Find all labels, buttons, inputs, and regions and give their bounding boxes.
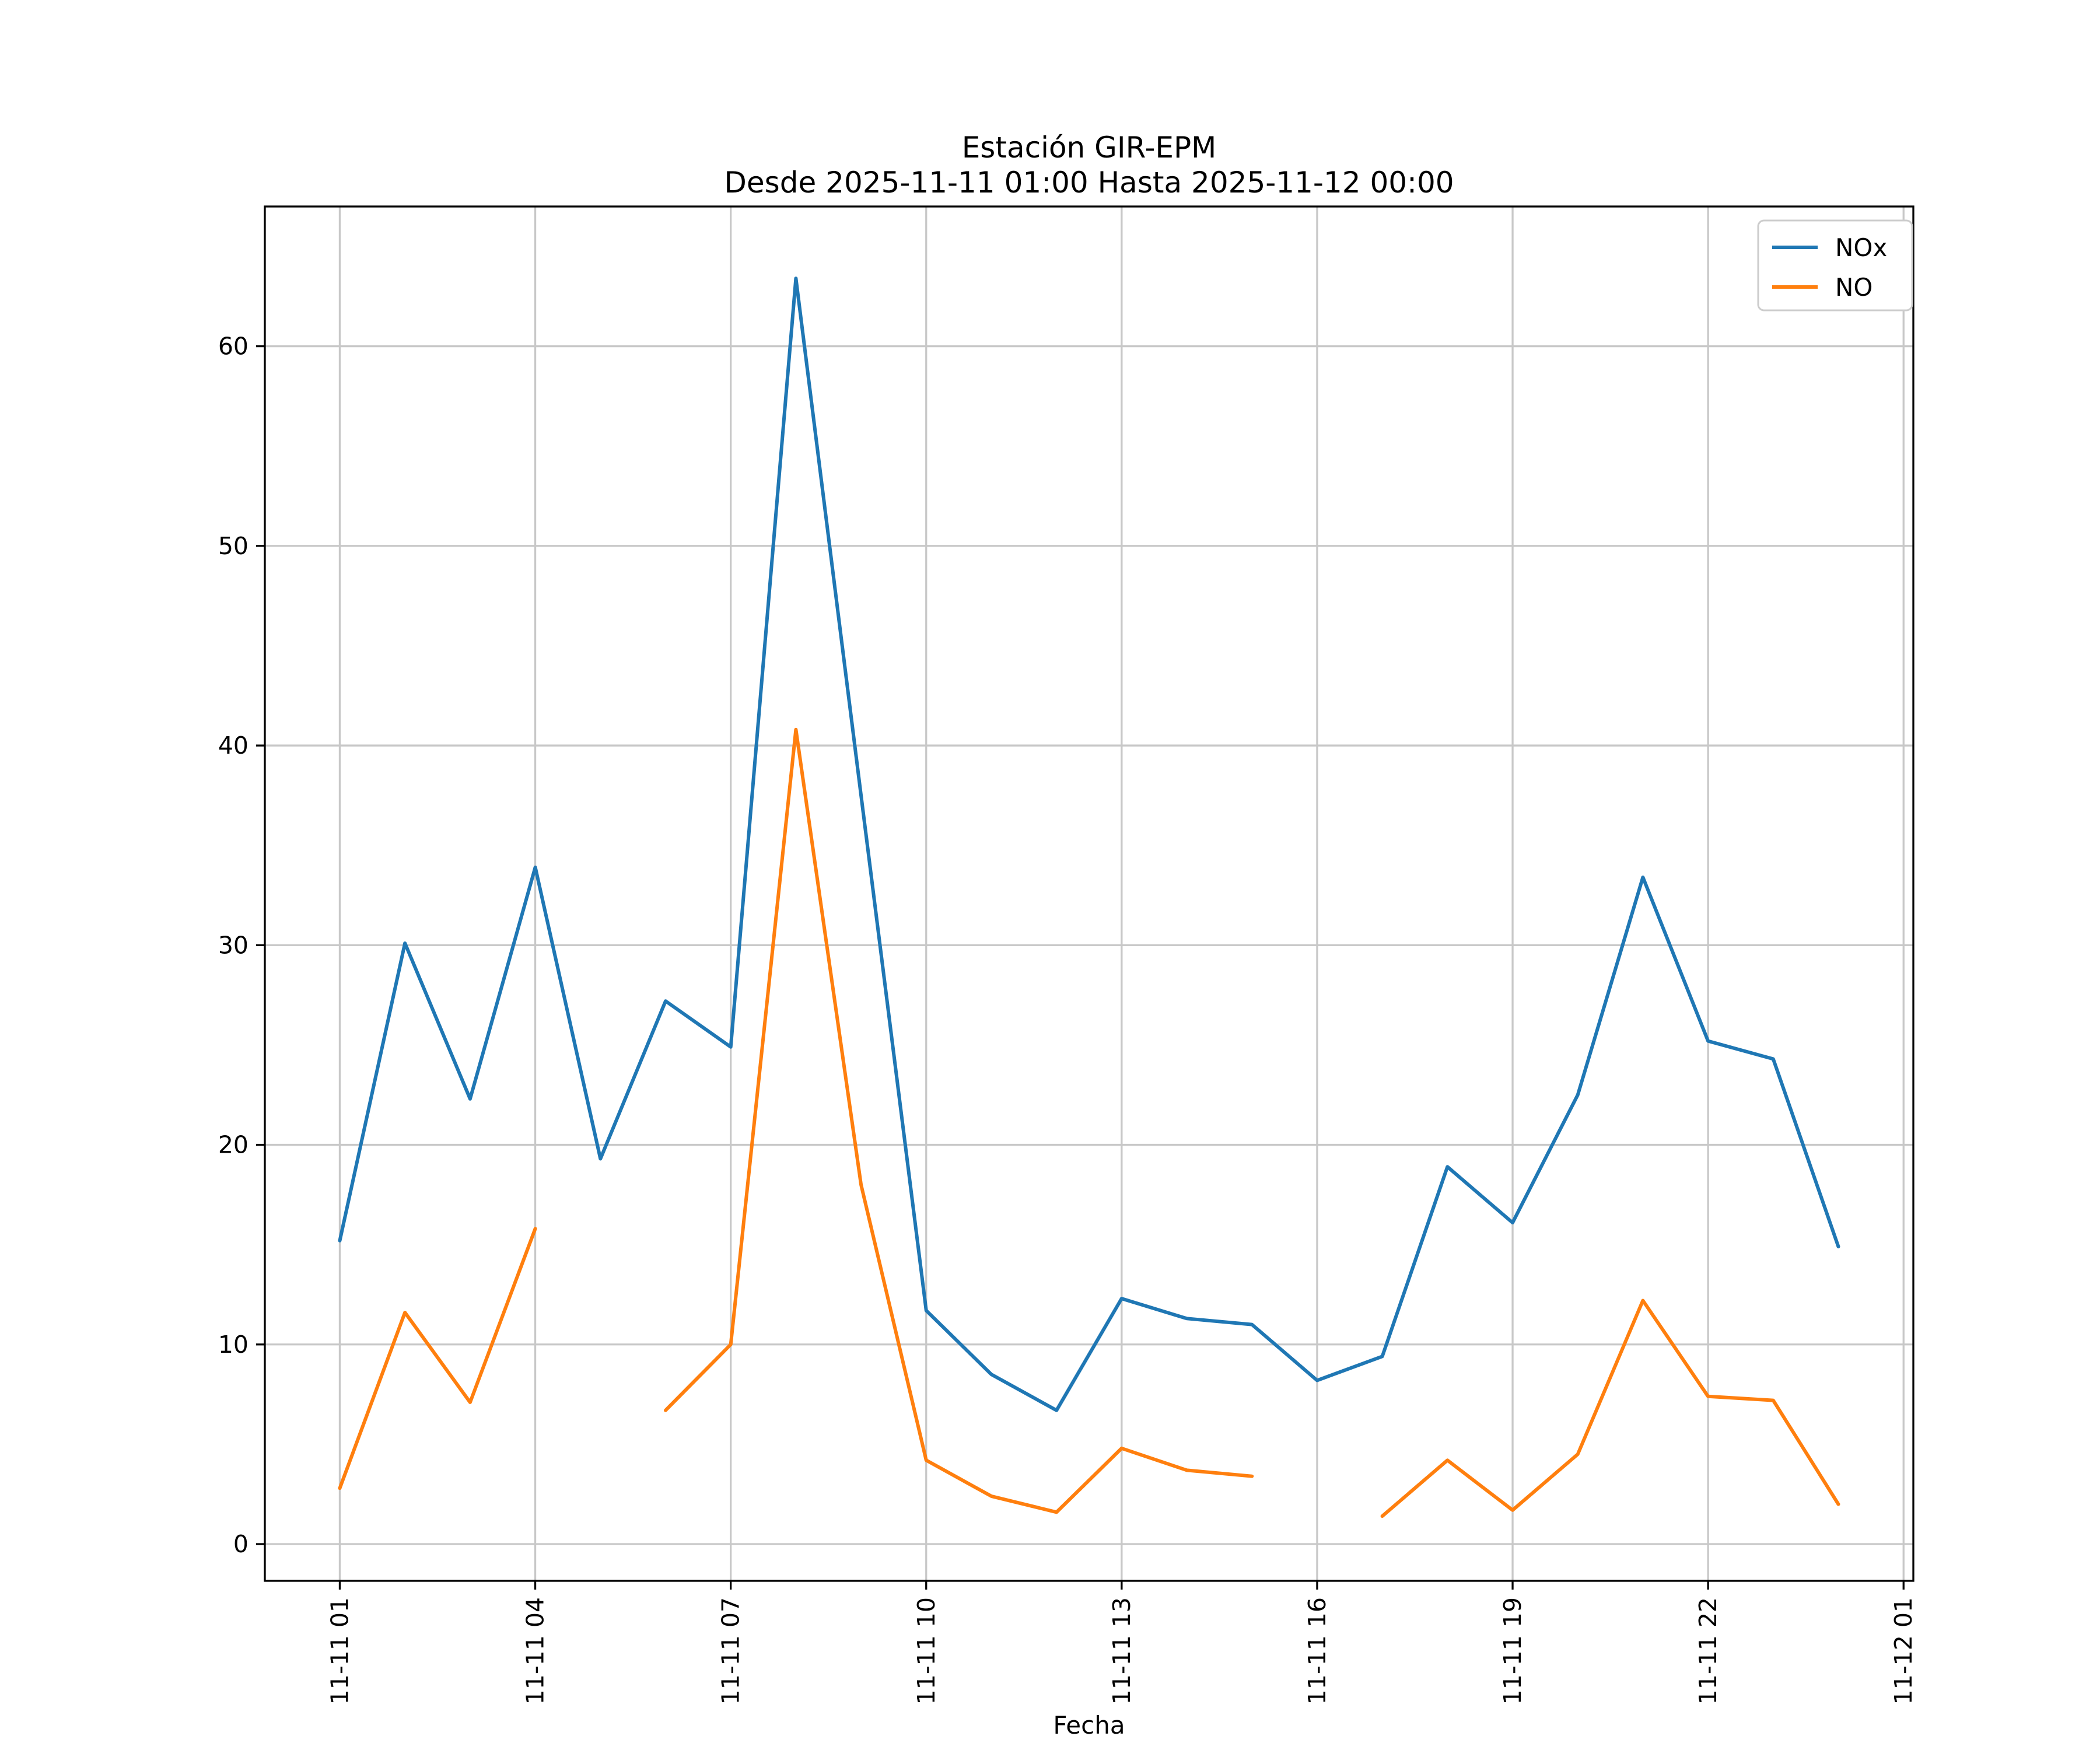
plot-border <box>264 205 1915 1582</box>
x-tick-label: 11-12 01 <box>1889 1597 1917 1704</box>
y-tick-label: 0 <box>233 1530 249 1558</box>
chart-title-line1: Estación GIR-EPM <box>962 131 1217 164</box>
y-tick-label: 60 <box>218 332 249 360</box>
x-tick-label: 11-11 10 <box>912 1597 940 1704</box>
x-tick-label: 11-11 22 <box>1694 1597 1722 1704</box>
x-tick-label: 11-11 01 <box>326 1597 354 1704</box>
series-line-nox <box>338 276 1840 1412</box>
series-line-no <box>664 727 1254 1514</box>
y-tick-label: 10 <box>218 1331 249 1359</box>
y-tick-label: 20 <box>218 1131 249 1159</box>
series-lines <box>338 276 1840 1518</box>
x-tick-label: 11-11 19 <box>1499 1597 1527 1704</box>
legend: NOx NO <box>1757 219 1913 312</box>
x-tick-label: 11-11 07 <box>717 1597 745 1704</box>
x-tick-label: 11-11 16 <box>1303 1597 1331 1704</box>
x-tick-label: 11-11 13 <box>1108 1597 1136 1704</box>
y-tick-label: 50 <box>218 532 249 560</box>
axis-ticks: 11-11 01 11-11 04 11-11 07 11-11 10 11-11 13… <box>218 332 1917 1705</box>
chart-title-line2: Desde 2025-11-11 01:00 Hasta 2025-11-12 … <box>724 166 1454 200</box>
legend-label-no: NO <box>1835 273 1873 302</box>
y-tick-label: 30 <box>218 931 249 959</box>
legend-label-nox: NOx <box>1835 233 1887 262</box>
grid-lines <box>265 206 1913 1581</box>
series-line-no <box>338 1227 537 1490</box>
x-axis-label: Fecha <box>1053 1711 1125 1740</box>
series-line-no <box>1380 1298 1840 1518</box>
y-tick-label: 40 <box>218 732 249 760</box>
x-tick-label: 11-11 04 <box>522 1597 550 1704</box>
